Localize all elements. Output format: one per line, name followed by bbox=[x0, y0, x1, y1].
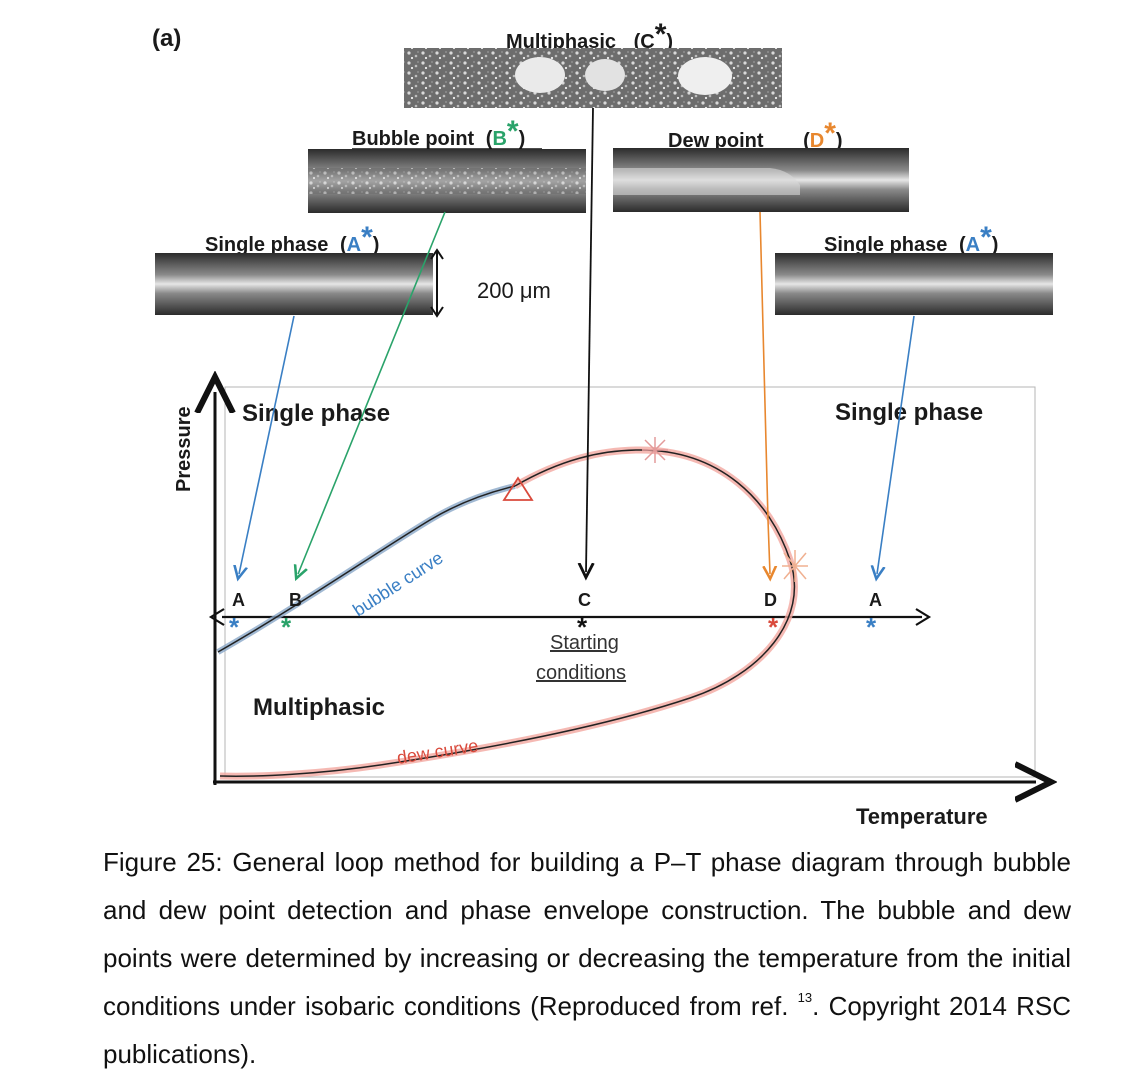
bubble-curve bbox=[217, 485, 516, 653]
arrow-to-C bbox=[586, 107, 593, 572]
dew-curve-label: dew curve bbox=[395, 735, 479, 768]
bubble-2 bbox=[585, 59, 625, 91]
caption-ref: 13 bbox=[797, 990, 813, 1005]
single-phase-left-micrograph bbox=[155, 253, 433, 315]
phase-diagram-figure: (a) Multiphasic (C*) Bubble point (B*) D… bbox=[152, 18, 1121, 829]
single-phase-right-image-group: Single phase (A*) bbox=[775, 221, 1053, 315]
panel-label: (a) bbox=[152, 25, 181, 52]
scale-bar-top-arrow bbox=[430, 248, 444, 260]
arrow-to-A-left bbox=[239, 315, 295, 574]
dew-curve-highlight bbox=[219, 446, 798, 780]
bubble-1 bbox=[515, 57, 565, 93]
isobar-left-arrow bbox=[208, 608, 225, 626]
dew-curve bbox=[219, 449, 796, 777]
point-label-D: D bbox=[764, 590, 777, 610]
region-single-phase-left: Single phase bbox=[242, 400, 390, 427]
pressure-axis-label: Pressure bbox=[173, 406, 195, 492]
point-star-B: * bbox=[281, 612, 292, 642]
temperature-axis-label: Temperature bbox=[856, 804, 988, 829]
cricondenbar-triangle-marker bbox=[502, 476, 534, 501]
starting-conditions-line2: conditions bbox=[536, 662, 626, 684]
scale-label: 200 μm bbox=[477, 278, 551, 303]
bubble-point-label: Bubble point (B*) bbox=[352, 115, 525, 150]
plot-frame bbox=[224, 386, 1036, 778]
point-label-C: C bbox=[578, 590, 591, 610]
region-single-phase-right: Single phase bbox=[835, 399, 983, 426]
point-star-D: * bbox=[768, 612, 779, 642]
dew-point-image-group: Dew point (D*) bbox=[613, 117, 909, 212]
arrow-to-B bbox=[298, 211, 446, 574]
multiphasic-label: Multiphasic (C*) bbox=[506, 18, 673, 53]
dew-point-label: Dew point (D*) bbox=[668, 117, 843, 152]
arrow-to-D bbox=[759, 211, 770, 574]
cricondentherm-star-marker bbox=[782, 550, 808, 582]
isobar-right-arrow bbox=[915, 608, 932, 626]
point-star-C: * bbox=[577, 612, 588, 642]
single-phase-right-micrograph bbox=[775, 253, 1053, 315]
caption-text: Figure 25: General loop method for build… bbox=[103, 847, 1071, 1021]
point-star-A-left: * bbox=[229, 612, 240, 642]
single-phase-left-image-group: Single phase (A*) 200 μm bbox=[155, 221, 551, 318]
arrow-to-A-right bbox=[877, 315, 915, 574]
starting-conditions-line1: Starting bbox=[550, 632, 619, 654]
single-phase-left-label: Single phase (A*) bbox=[205, 221, 379, 256]
bubble-point-speckles bbox=[308, 168, 586, 194]
point-star-A-right: * bbox=[866, 612, 877, 642]
critical-point-star-marker bbox=[642, 437, 668, 463]
point-label-A-right: A bbox=[869, 590, 882, 610]
multiphasic-image-group: Multiphasic (C*) bbox=[404, 18, 782, 108]
bubble-curve-highlight bbox=[216, 483, 516, 655]
point-label-B: B bbox=[289, 590, 302, 610]
scale-bar-bottom-arrow bbox=[430, 306, 444, 318]
bubble-point-image-group: Bubble point (B*) bbox=[308, 115, 586, 213]
region-multiphasic: Multiphasic bbox=[253, 694, 385, 721]
figure-caption: Figure 25: General loop method for build… bbox=[103, 838, 1071, 1078]
dew-point-film bbox=[613, 168, 800, 195]
caption-tail: . Copyright 2014 RSC publications). bbox=[103, 991, 1072, 1069]
bubble-3 bbox=[678, 57, 732, 95]
single-phase-right-label: Single phase (A*) bbox=[824, 221, 998, 256]
point-label-A-left: A bbox=[232, 590, 245, 610]
